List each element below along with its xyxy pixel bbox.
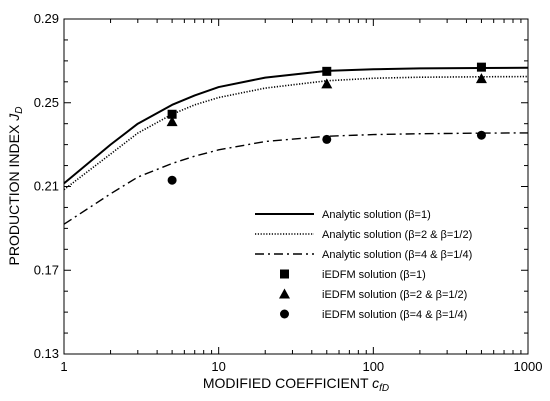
series-5-triangle-marker — [321, 78, 333, 89]
x-tick-label: 100 — [362, 359, 384, 374]
x-tick-label: 1000 — [514, 359, 543, 374]
series-layer — [63, 62, 529, 225]
series-4-square-marker — [476, 62, 486, 72]
x-axis-title-main: MODIFIED COEFFICIENT — [203, 375, 372, 391]
y-axis-title-main: PRODUCTION INDEX — [6, 121, 22, 266]
x-axis-title-sub: fD — [379, 383, 389, 394]
legend: Analytic solution (β=1) Analytic solution… — [255, 209, 472, 321]
series-5-triangle-marker — [475, 73, 487, 84]
y-axis-title-symbol: J — [6, 113, 22, 122]
series-line-1 — [63, 66, 529, 185]
y-tick-label: 0.21 — [34, 179, 59, 194]
x-axis-title: MODIFIED COEFFICIENT cfD — [203, 375, 389, 394]
series-5-triangle-marker — [166, 116, 178, 127]
series-6-circle-marker — [476, 130, 486, 140]
legend-marker-5 — [279, 288, 290, 299]
series-line-2 — [63, 75, 529, 191]
x-axis-title-symbol: c — [372, 375, 379, 391]
x-tick-label: 10 — [211, 359, 225, 374]
y-tick-label: 0.25 — [34, 95, 59, 110]
legend-label-4: iEDFM solution (β=1) — [322, 269, 426, 281]
series-6-circle-marker — [322, 134, 332, 144]
legend-label-1: Analytic solution (β=1) — [322, 209, 431, 221]
y-axis-title-sub: D — [14, 107, 25, 114]
axis-ticks: 1 10 100 1000 0.13 0.17 0.21 0.25 0.29 — [34, 11, 543, 374]
legend-label-6: iEDFM solution (β=4 & β=1/4) — [322, 309, 467, 321]
y-axis-title: PRODUCTION INDEX JD — [6, 107, 25, 266]
legend-label-2: Analytic solution (β=2 & β=1/2) — [322, 229, 472, 241]
y-tick-label: 0.17 — [34, 262, 59, 277]
y-tick-label: 0.29 — [34, 11, 59, 26]
series-line-3 — [63, 132, 529, 225]
series-6-circle-marker — [167, 175, 177, 185]
legend-marker-4 — [280, 269, 289, 279]
legend-label-3: Analytic solution (β=4 & β=1/4) — [322, 249, 472, 261]
plot-frame — [63, 18, 529, 355]
series-4-square-marker — [167, 109, 177, 119]
series-4-square-marker — [322, 66, 332, 76]
x-tick-label: 1 — [60, 359, 67, 374]
legend-marker-6 — [280, 309, 289, 319]
legend-label-5: iEDFM solution (β=2 & β=1/2) — [322, 289, 467, 301]
y-tick-label: 0.13 — [34, 346, 59, 361]
